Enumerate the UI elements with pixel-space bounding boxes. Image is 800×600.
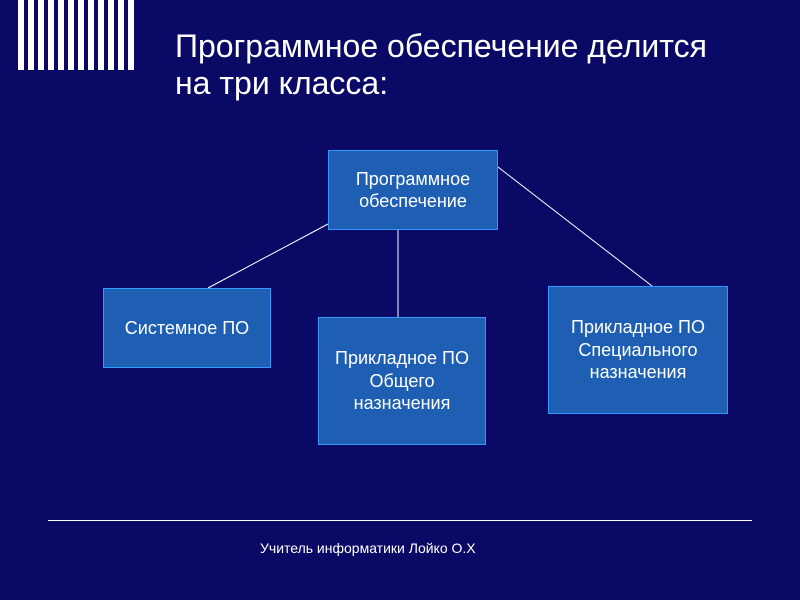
diagram-node-sys: Системное ПО bbox=[103, 288, 271, 368]
corner-bar bbox=[118, 0, 124, 70]
corner-bar bbox=[128, 0, 134, 70]
footer-text: Учитель информатики Лойко О.Х bbox=[260, 540, 476, 556]
corner-bar bbox=[48, 0, 54, 70]
corner-decoration bbox=[18, 0, 138, 70]
corner-bar bbox=[28, 0, 34, 70]
diagram-node-root: Программное обеспечение bbox=[328, 150, 498, 230]
corner-bar bbox=[68, 0, 74, 70]
diagram-node-spec: Прикладное ПО Специального назначения bbox=[548, 286, 728, 414]
corner-bar bbox=[18, 0, 24, 70]
corner-bar bbox=[108, 0, 114, 70]
diagram-node-gen: Прикладное ПО Общего назначения bbox=[318, 317, 486, 445]
corner-bar bbox=[58, 0, 64, 70]
corner-bar bbox=[98, 0, 104, 70]
diagram-edge bbox=[498, 167, 652, 286]
slide: Программное обеспечение делится на три к… bbox=[0, 0, 800, 600]
diagram-edge bbox=[208, 224, 328, 288]
slide-title: Программное обеспечение делится на три к… bbox=[175, 28, 735, 102]
corner-bar bbox=[88, 0, 94, 70]
corner-bar bbox=[78, 0, 84, 70]
corner-bar bbox=[38, 0, 44, 70]
footer-separator bbox=[48, 520, 752, 521]
